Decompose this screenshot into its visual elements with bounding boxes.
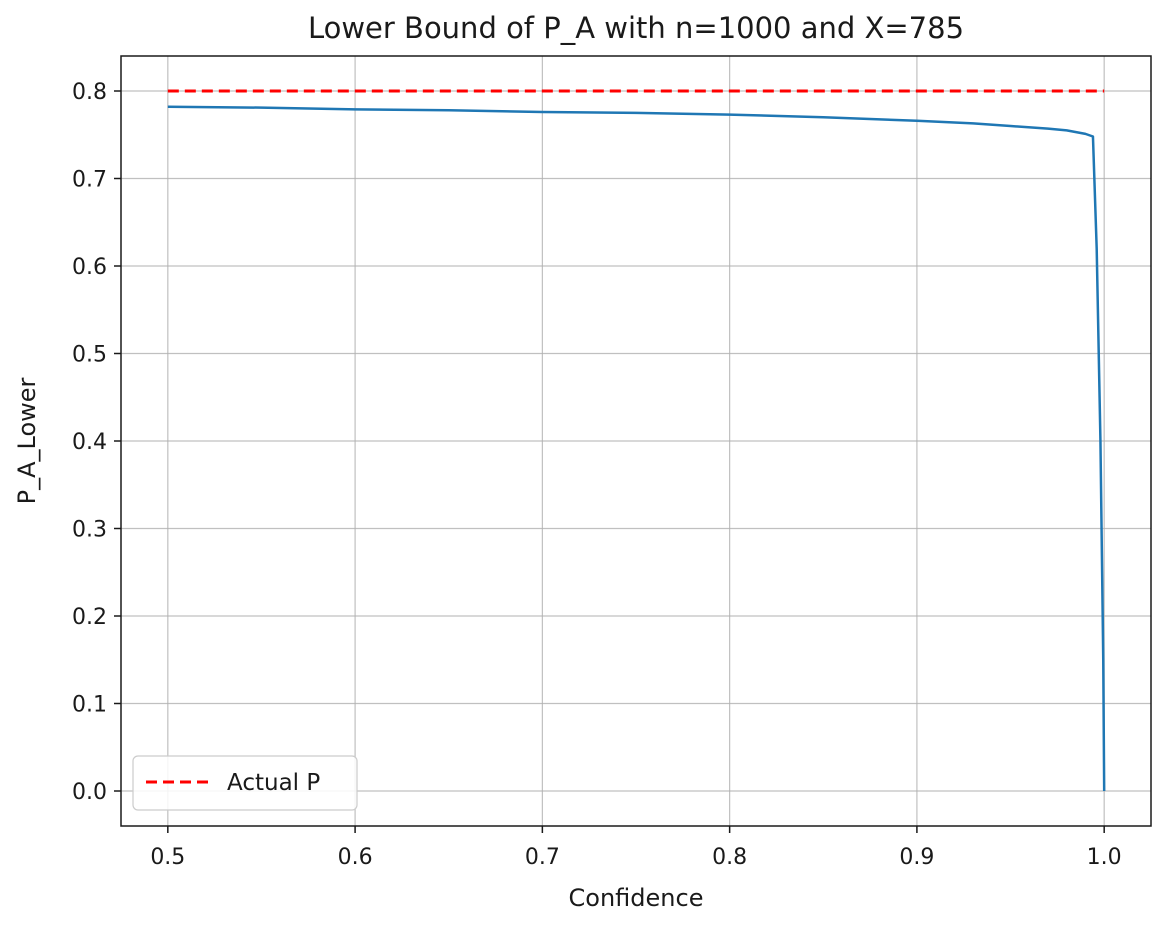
legend-label-actual-p: Actual P bbox=[227, 770, 320, 796]
x-tick-label: 0.8 bbox=[712, 845, 747, 870]
y-tick-label: 0.8 bbox=[72, 80, 107, 105]
chart-title: Lower Bound of P_A with n=1000 and X=785 bbox=[308, 11, 964, 45]
x-tick-label: 0.9 bbox=[899, 845, 934, 870]
x-tick-label: 0.6 bbox=[338, 845, 373, 870]
x-tick-label: 0.5 bbox=[150, 845, 185, 870]
y-tick-label: 0.4 bbox=[72, 430, 107, 455]
y-axis-ticks: 0.0 0.1 0.2 0.3 0.4 0.5 0.6 0.7 0.8 bbox=[72, 80, 121, 805]
y-tick-label: 0.0 bbox=[72, 780, 107, 805]
x-tick-label: 0.7 bbox=[525, 845, 560, 870]
x-axis-ticks: 0.5 0.6 0.7 0.8 0.9 1.0 bbox=[150, 826, 1122, 870]
y-tick-label: 0.1 bbox=[72, 693, 107, 718]
x-axis-label: Confidence bbox=[569, 884, 704, 912]
series-lines bbox=[167, 89, 1106, 792]
x-tick-label: 1.0 bbox=[1087, 845, 1122, 870]
y-axis-label: P_A_Lower bbox=[13, 377, 41, 504]
series-line-lower-bound bbox=[167, 105, 1106, 792]
y-tick-label: 0.6 bbox=[72, 255, 107, 280]
y-tick-label: 0.3 bbox=[72, 518, 107, 543]
y-tick-label: 0.2 bbox=[72, 605, 107, 630]
grid-lines bbox=[121, 56, 1151, 826]
y-tick-label: 0.7 bbox=[72, 168, 107, 193]
legend-box bbox=[132, 755, 358, 811]
legend: Actual P bbox=[132, 755, 358, 811]
y-tick-label: 0.5 bbox=[72, 343, 107, 368]
